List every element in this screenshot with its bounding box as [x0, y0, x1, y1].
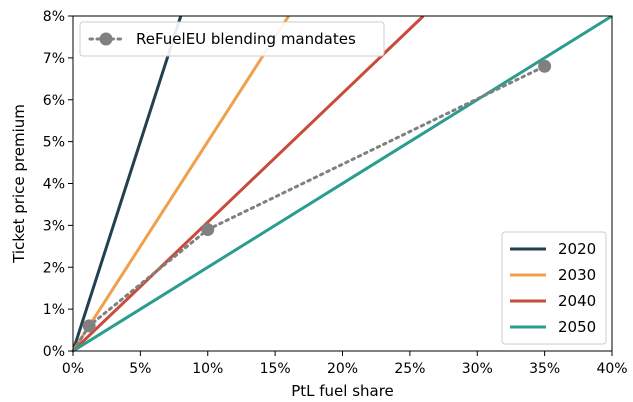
- x-axis-title: PtL fuel share: [291, 382, 394, 400]
- y-tick-label: 3%: [43, 218, 65, 234]
- y-tick-label: 7%: [43, 51, 65, 67]
- legend-label-2050: 2050: [558, 318, 596, 336]
- y-tick-label: 6%: [43, 93, 65, 109]
- y-tick-label: 1%: [43, 302, 65, 318]
- x-tick-label: 5%: [129, 361, 151, 377]
- legend-label-2040: 2040: [558, 292, 596, 310]
- y-tick-label: 5%: [43, 135, 65, 151]
- x-tick-label: 40%: [596, 361, 627, 377]
- x-tick-label: 20%: [327, 361, 358, 377]
- line-2020: [73, 16, 183, 351]
- x-tick-label: 25%: [394, 361, 425, 377]
- x-tick-label: 15%: [260, 361, 291, 377]
- y-axis: 0% 1% 2% 3% 4% 5% 6% 7% 8%: [43, 9, 73, 360]
- legend-box: [501, 231, 607, 345]
- x-axis: 0% 5% 10% 15% 20% 25% 30% 35% 40%: [62, 351, 628, 377]
- mandate-layer: [71, 59, 552, 353]
- mandate-marker: [201, 223, 215, 237]
- x-tick-label: 10%: [192, 361, 223, 377]
- y-tick-label: 2%: [43, 260, 65, 276]
- mandate-marker: [538, 59, 552, 73]
- x-tick-label: 30%: [462, 361, 493, 377]
- mandates-line: [71, 64, 547, 353]
- line-2050: [73, 16, 612, 351]
- legend-mandates: ReFuelEU blending mandates: [79, 21, 385, 57]
- y-tick-label: 8%: [43, 9, 65, 25]
- series-layer: [73, 16, 612, 351]
- mandate-marker: [82, 319, 96, 333]
- legend-label: ReFuelEU blending mandates: [136, 30, 356, 48]
- x-tick-label: 35%: [529, 361, 560, 377]
- legend-years: 2020 2030 2040 2050: [501, 231, 607, 345]
- line-2030: [73, 16, 290, 351]
- line-2040: [73, 16, 425, 351]
- y-tick-label: 0%: [43, 344, 65, 360]
- legend-box: [79, 21, 385, 57]
- legend-label-2020: 2020: [558, 240, 596, 258]
- x-tick-label: 0%: [62, 361, 84, 377]
- legend-marker: [99, 32, 113, 46]
- y-tick-label: 4%: [43, 177, 65, 193]
- legend-label-2030: 2030: [558, 266, 596, 284]
- y-axis-title: Ticket price premium: [10, 104, 28, 264]
